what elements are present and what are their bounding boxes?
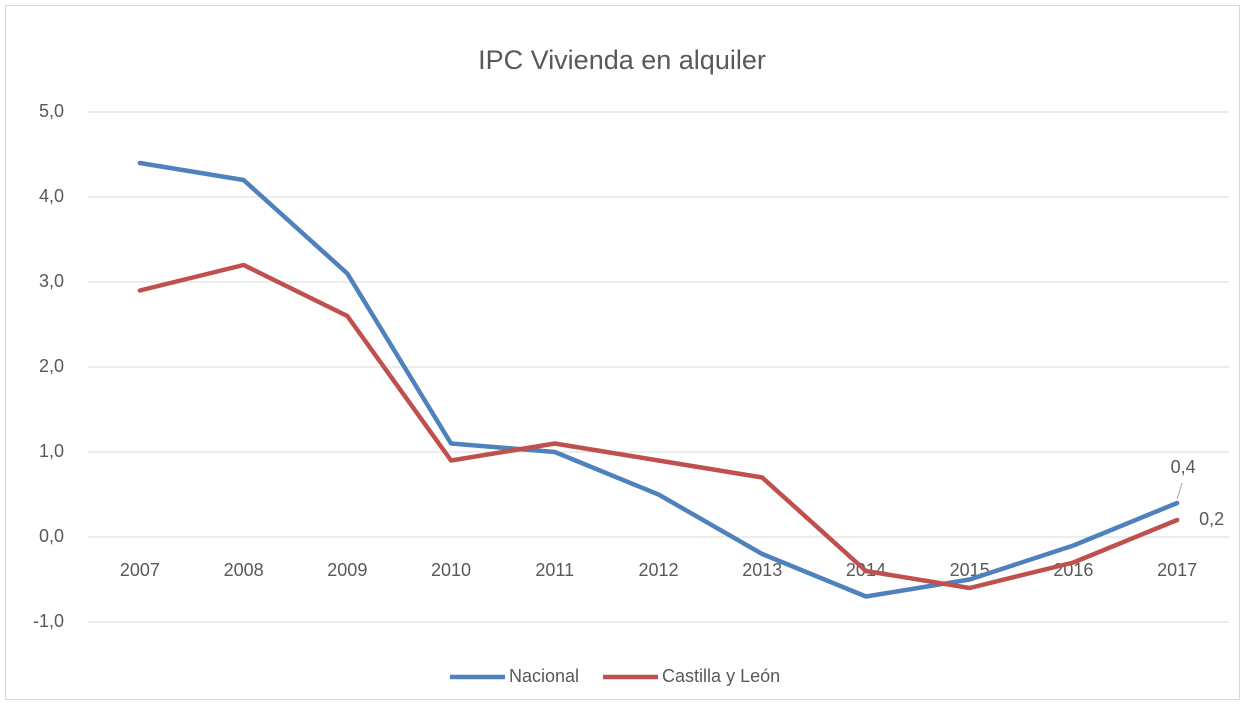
y-tick-label: 2,0 [39, 356, 64, 376]
data-label: 0,2 [1199, 509, 1224, 529]
chart-border [5, 5, 1240, 700]
x-tick-label: 2017 [1157, 560, 1197, 580]
x-tick-label: 2011 [535, 560, 574, 580]
y-tick-label: 1,0 [39, 441, 64, 461]
y-tick-label: 0,0 [39, 526, 64, 546]
legend-label: Nacional [509, 666, 579, 686]
data-label: 0,4 [1171, 457, 1196, 477]
leader-line [1176, 482, 1183, 500]
y-tick-label: 5,0 [39, 101, 64, 121]
x-tick-label: 2009 [327, 560, 367, 580]
x-tick-label: 2013 [742, 560, 782, 580]
chart-title: IPC Vivienda en alquiler [478, 45, 766, 75]
y-tick-label: 3,0 [39, 271, 64, 291]
legend-label: Castilla y León [662, 666, 780, 686]
y-tick-label: 4,0 [39, 186, 64, 206]
series-line [137, 160, 1180, 599]
x-tick-label: 2012 [638, 560, 678, 580]
x-tick-label: 2007 [120, 560, 160, 580]
x-tick-label: 2008 [224, 560, 264, 580]
y-tick-label: -1,0 [33, 611, 64, 631]
series-line [137, 262, 1180, 591]
x-tick-label: 2010 [431, 560, 471, 580]
